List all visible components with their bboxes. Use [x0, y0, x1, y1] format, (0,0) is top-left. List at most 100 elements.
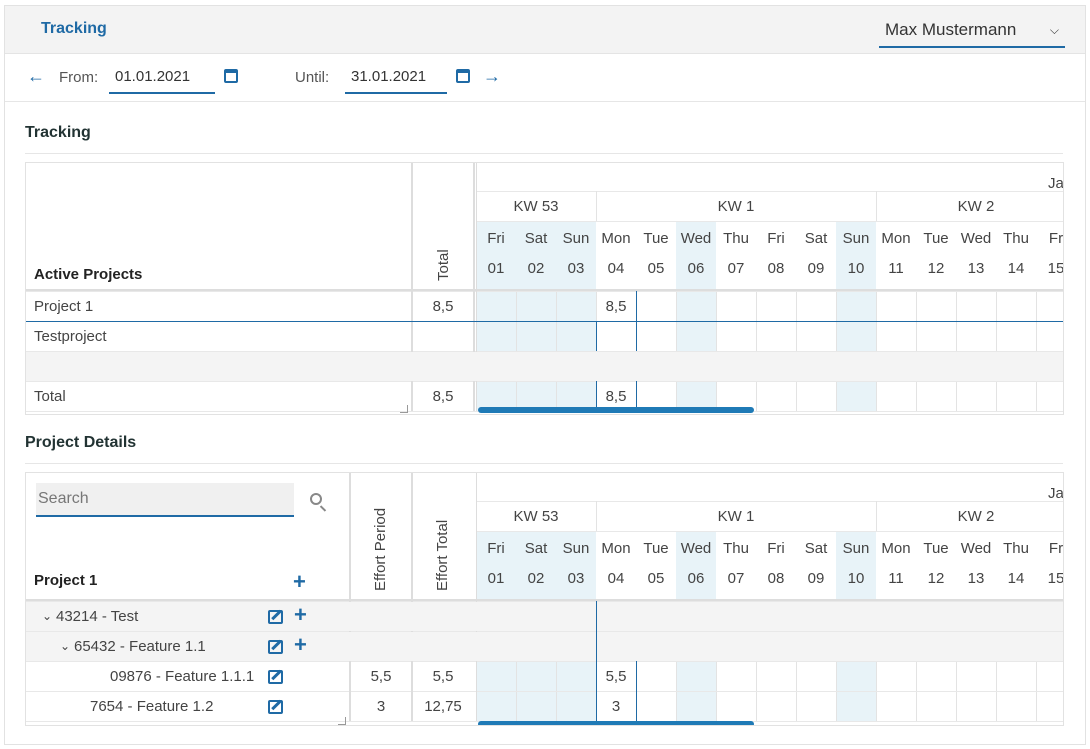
calendar-icon[interactable]: [224, 69, 238, 83]
day-of-week: Thu: [723, 539, 749, 557]
arrow-right-icon[interactable]: →: [483, 66, 501, 86]
horizontal-scrollbar[interactable]: [478, 721, 754, 725]
arrow-left-icon[interactable]: ←: [27, 66, 45, 86]
month-label: Ja: [1048, 174, 1064, 192]
chevron-down-icon[interactable]: ⌄: [60, 639, 71, 653]
day-of-week: Thu: [1003, 229, 1029, 247]
grid-line: [876, 191, 877, 221]
row-line: [26, 601, 1063, 602]
search-input[interactable]: Search: [36, 483, 294, 517]
resize-handle[interactable]: [338, 717, 346, 725]
row-total: 8,5: [432, 297, 454, 315]
project-row-name[interactable]: Testproject: [34, 327, 107, 345]
edit-icon[interactable]: [268, 640, 283, 654]
grid-line: [876, 501, 877, 531]
selected-cell-line: [596, 381, 597, 411]
row-line: [26, 631, 1063, 632]
divider: [25, 463, 1063, 464]
column-divider: [476, 473, 477, 721]
row-line: [26, 661, 1063, 662]
project-details-section-title: Project Details: [25, 434, 137, 451]
day-cell[interactable]: 3: [611, 697, 621, 715]
day-number: 15: [1047, 259, 1064, 277]
row-total: 8,5: [432, 387, 454, 405]
edit-icon[interactable]: [268, 700, 283, 714]
task-row-label[interactable]: 65432 - Feature 1.1: [74, 637, 206, 655]
user-name: Max Mustermann: [885, 20, 1017, 39]
day-number: 11: [888, 569, 904, 587]
group-row: [26, 602, 1063, 631]
day-cell[interactable]: [596, 351, 636, 381]
day-of-week: Sat: [804, 229, 828, 247]
day-cell[interactable]: [596, 631, 636, 661]
day-number: 15: [1047, 569, 1064, 587]
day-number: 08: [767, 259, 785, 277]
day-number: 03: [567, 259, 585, 277]
column-divider: [473, 163, 475, 411]
selected-cell-line: [636, 661, 637, 721]
grid-line: [476, 221, 1063, 222]
resize-handle[interactable]: [400, 405, 408, 413]
day-of-week: Sun: [842, 229, 870, 247]
column-divider: [476, 163, 477, 411]
day-of-week: Tue: [923, 229, 949, 247]
day-number: 03: [567, 569, 585, 587]
day-of-week: Thu: [1003, 539, 1029, 557]
horizontal-scrollbar[interactable]: [478, 407, 754, 413]
selected-cell-line: [596, 601, 597, 721]
day-cell[interactable]: 5,5: [605, 667, 627, 685]
effort-total-value: 5,5: [432, 667, 454, 685]
edit-icon[interactable]: [268, 610, 283, 624]
day-of-week: Mon: [881, 539, 911, 557]
day-number: 12: [927, 259, 945, 277]
day-number: 06: [687, 259, 705, 277]
task-row-label[interactable]: 09876 - Feature 1.1.1: [110, 667, 255, 685]
header-line: [26, 289, 1063, 291]
user-select[interactable]: Max Mustermann ⌵: [879, 18, 1065, 48]
week-label: KW 2: [957, 197, 995, 215]
tracking-section-title: Tracking: [25, 124, 91, 141]
day-of-week: Sun: [562, 539, 590, 557]
group-row: [26, 632, 1063, 661]
project-row-name[interactable]: Project 1: [34, 297, 94, 315]
day-number: 01: [487, 259, 505, 277]
day-number: 14: [1007, 569, 1025, 587]
calendar-icon[interactable]: [456, 69, 470, 83]
effort-total-header: Effort Total: [434, 519, 451, 591]
day-number: 02: [527, 569, 545, 587]
day-cell[interactable]: [596, 601, 636, 631]
from-date-input[interactable]: 01.01.2021: [109, 64, 215, 94]
day-of-week: Sun: [842, 539, 870, 557]
selected-cell-line: [636, 291, 637, 351]
effort-total-value: 12,75: [424, 697, 462, 715]
effort-period-header: Effort Period: [372, 507, 389, 591]
add-icon[interactable]: +: [294, 602, 307, 627]
day-cell[interactable]: [596, 321, 636, 351]
add-icon[interactable]: +: [293, 569, 306, 594]
project-details-grid: Search Project 1 + Effort Period Effort …: [25, 472, 1064, 726]
task-row-label[interactable]: 43214 - Test: [56, 607, 139, 625]
day-of-week: Wed: [960, 229, 992, 247]
day-of-week: Tue: [923, 539, 949, 557]
until-date-input[interactable]: 31.01.2021: [345, 64, 447, 94]
day-number: 02: [527, 259, 545, 277]
chevron-down-icon[interactable]: ⌄: [42, 609, 53, 623]
grid-line: [596, 501, 597, 531]
app-title[interactable]: Tracking: [41, 20, 107, 37]
day-of-week: Tue: [643, 539, 669, 557]
add-icon[interactable]: +: [294, 632, 307, 657]
search-icon[interactable]: [310, 493, 322, 505]
day-of-week: Sat: [524, 229, 548, 247]
selected-row-line: [26, 321, 1063, 322]
day-cell[interactable]: 8,5: [605, 387, 627, 405]
day-number: 05: [647, 259, 665, 277]
day-cell[interactable]: 8,5: [605, 297, 627, 315]
date-range-bar: ← From: 01.01.2021 Until: 31.01.2021 →: [5, 54, 1085, 102]
top-bar: Tracking Max Mustermann ⌵: [5, 6, 1085, 54]
row-line: [26, 381, 1063, 382]
edit-icon[interactable]: [268, 670, 283, 684]
header-line: [26, 599, 1063, 601]
task-row-label[interactable]: 7654 - Feature 1.2: [90, 697, 214, 715]
project-row-name[interactable]: Total: [34, 387, 66, 405]
effort-period-value: [351, 631, 411, 661]
